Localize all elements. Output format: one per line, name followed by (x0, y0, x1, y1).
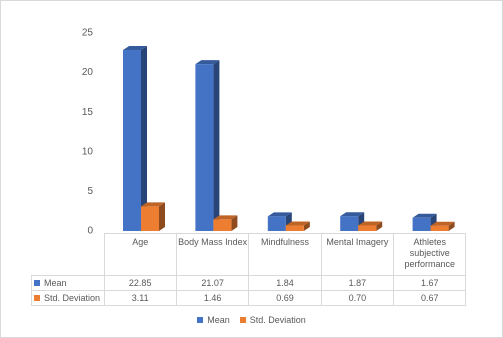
series-label: Mean (44, 278, 67, 288)
category-label: Body Mass Index (175, 233, 250, 276)
value-label: 1.67 (393, 275, 467, 291)
value-label: 22.85 (103, 275, 177, 291)
y-tick-label: 15 (82, 107, 94, 118)
bar (430, 221, 455, 231)
bar-top (412, 213, 437, 218)
table-row: Age Body Mass Index Mindfulness Mental Imag… (31, 233, 467, 276)
table-row: Std. Deviation 3.11 1.46 0.69 0.70 0.67 (31, 290, 467, 306)
bar-top (430, 221, 455, 226)
bar-front (195, 64, 214, 231)
bar-top (213, 215, 238, 220)
bar-side (141, 46, 147, 231)
bar-front (358, 225, 377, 231)
legend-item: Mean (197, 315, 230, 325)
value-label: 1.84 (248, 275, 322, 291)
bar (141, 202, 165, 231)
value-label: 1.87 (320, 275, 395, 291)
bar-top (285, 221, 310, 226)
bar-top (267, 212, 292, 217)
value-label: 1.46 (175, 290, 250, 306)
data-table: Age Body Mass Index Mindfulness Mental Imag… (31, 233, 467, 306)
series-label: Std. Deviation (44, 293, 101, 303)
legend-label: Mean (207, 315, 230, 325)
y-tick-label: 25 (82, 28, 94, 39)
value-label: 0.67 (393, 290, 467, 306)
bar-side (376, 221, 383, 231)
category-label: Age (103, 233, 177, 276)
legend-item: Std. Deviation (239, 315, 306, 325)
bar-front (340, 216, 359, 231)
bar-front (141, 206, 159, 231)
bar (195, 60, 220, 232)
bar-top (141, 202, 165, 207)
bar-front (412, 217, 431, 231)
bar (285, 221, 310, 231)
value-label: 0.70 (320, 290, 395, 306)
bar-side (159, 202, 165, 231)
legend-swatch (197, 317, 204, 323)
bar-front (267, 216, 286, 231)
legend: Mean Std. Deviation (1, 315, 502, 325)
table-row: Mean 22.85 21.07 1.84 1.87 1.67 (31, 275, 467, 291)
category-label: Mindfulness (248, 233, 322, 276)
bar-side (448, 221, 455, 231)
y-tick-label: 20 (82, 67, 94, 78)
legend-swatch (239, 317, 246, 323)
bar-top (340, 212, 365, 217)
bar-side (303, 221, 310, 231)
bar-front (123, 50, 141, 231)
bar-front (213, 219, 232, 231)
value-label: 3.11 (103, 290, 177, 306)
y-tick-label: 5 (87, 186, 93, 197)
bar (213, 215, 238, 231)
bar-top (123, 46, 147, 51)
bar-side (231, 215, 238, 231)
bar-top (358, 221, 383, 226)
category-label: Mental Imagery (320, 233, 395, 276)
corner-cell (31, 233, 105, 276)
category-label: Athletes subjective performance (393, 233, 467, 276)
y-tick-label: 10 (82, 146, 94, 157)
series-label-cell: Mean (31, 275, 105, 291)
legend-label: Std. Deviation (249, 315, 306, 325)
legend-swatch (34, 280, 40, 286)
series-label-cell: Std. Deviation (31, 290, 105, 306)
bar-front (285, 225, 304, 231)
value-label: 0.69 (248, 290, 322, 306)
bar (123, 46, 147, 231)
bar (358, 221, 383, 231)
y-tick-label: 0 (87, 226, 93, 237)
bar-side (213, 60, 220, 232)
legend-swatch (34, 295, 40, 301)
bar-front (430, 225, 449, 231)
value-label: 21.07 (175, 275, 250, 291)
bar-top (195, 60, 220, 65)
